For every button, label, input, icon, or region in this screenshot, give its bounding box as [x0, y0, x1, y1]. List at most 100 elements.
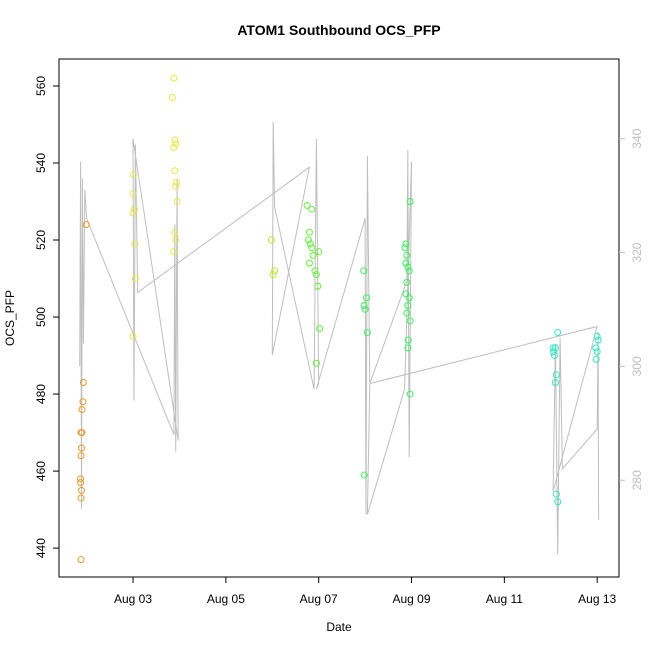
point — [406, 390, 414, 398]
point — [314, 282, 322, 290]
point — [77, 556, 85, 564]
point — [172, 140, 180, 148]
point — [404, 301, 412, 309]
point — [77, 475, 85, 483]
point — [402, 240, 410, 248]
point — [406, 317, 414, 325]
point — [315, 248, 323, 256]
point — [79, 379, 87, 387]
point — [312, 359, 320, 367]
line-series — [79, 121, 600, 555]
point — [552, 490, 560, 498]
point — [131, 240, 139, 248]
point — [305, 259, 313, 267]
point — [173, 178, 181, 186]
point — [267, 236, 275, 244]
point — [269, 271, 277, 279]
point — [403, 278, 411, 286]
x-tick-label: Aug 03 — [114, 592, 152, 606]
point — [406, 197, 414, 205]
point — [403, 309, 411, 317]
point — [360, 267, 368, 275]
point — [170, 74, 178, 82]
point — [593, 332, 601, 340]
point — [308, 205, 316, 213]
point — [360, 301, 368, 309]
point — [306, 240, 314, 248]
point — [77, 452, 85, 460]
point — [77, 479, 85, 487]
point — [403, 251, 411, 259]
point — [78, 429, 86, 437]
point — [550, 348, 558, 356]
point — [551, 379, 559, 387]
point — [592, 355, 600, 363]
point — [171, 136, 179, 144]
point — [316, 325, 324, 333]
y-tick-label: 480 — [34, 384, 48, 404]
y2-tick-label: 280 — [630, 470, 644, 490]
point — [129, 190, 137, 198]
point — [550, 352, 558, 360]
point — [129, 332, 137, 340]
point — [308, 244, 316, 252]
y-axis-label: OCS_PFP — [3, 290, 17, 346]
point — [404, 263, 412, 271]
point — [129, 209, 137, 217]
x-axis-label: Date — [326, 620, 352, 634]
point — [311, 267, 319, 275]
y-tick-label: 500 — [34, 307, 48, 327]
point — [363, 328, 371, 336]
point — [129, 171, 137, 179]
point — [170, 248, 178, 256]
point — [551, 344, 559, 352]
point — [312, 271, 320, 279]
point — [404, 344, 412, 352]
point — [404, 336, 412, 344]
point — [554, 498, 562, 506]
y-tick-label: 460 — [34, 461, 48, 481]
x-tick-label: Aug 05 — [207, 592, 245, 606]
point — [401, 244, 409, 252]
point — [168, 94, 176, 102]
point — [171, 228, 179, 236]
point — [363, 294, 371, 302]
point — [405, 267, 413, 275]
point — [130, 205, 138, 213]
point — [79, 398, 87, 406]
y2-tick-label: 340 — [630, 128, 644, 148]
point — [77, 494, 85, 502]
plot-frame — [58, 58, 620, 578]
point — [131, 275, 139, 283]
point — [173, 197, 181, 205]
x-tick-label: Aug 07 — [300, 592, 338, 606]
point — [78, 405, 86, 413]
point — [594, 336, 602, 344]
point — [360, 471, 368, 479]
point — [305, 228, 313, 236]
y2-tick-label: 320 — [630, 242, 644, 262]
x-tick-label: Aug 09 — [393, 592, 431, 606]
point — [405, 294, 413, 302]
point — [554, 328, 562, 336]
point — [78, 486, 86, 494]
point — [304, 236, 312, 244]
x-tick-label: Aug 11 — [486, 592, 523, 606]
point — [171, 167, 179, 175]
y-tick-label: 520 — [34, 230, 48, 250]
point — [552, 371, 560, 379]
y2-tick-label: 300 — [630, 356, 644, 376]
point — [172, 236, 180, 244]
point — [593, 348, 601, 356]
point — [361, 305, 369, 313]
point — [82, 221, 90, 229]
point — [309, 251, 317, 259]
point — [592, 344, 600, 352]
point — [78, 444, 86, 452]
chart-title: ATOM1 Southbound OCS_PFP — [237, 22, 440, 38]
point — [271, 267, 279, 275]
point — [170, 144, 178, 152]
y-tick-label: 540 — [34, 153, 48, 173]
y-tick-label: 560 — [34, 76, 48, 96]
